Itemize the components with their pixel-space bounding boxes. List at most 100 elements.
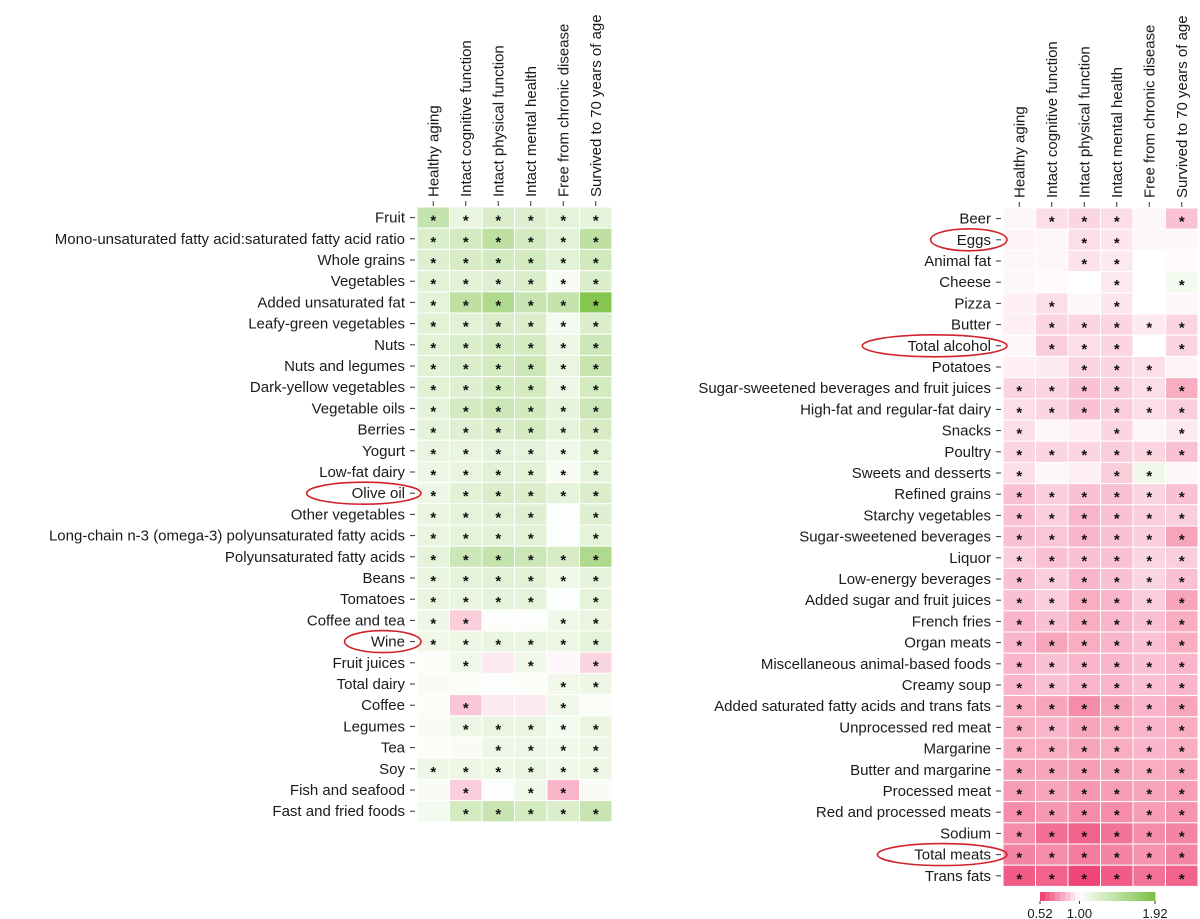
significance-star: * — [593, 637, 599, 654]
heatmap-cell — [416, 672, 450, 696]
row-label: Fast and fried foods — [272, 803, 405, 820]
heatmap-cell — [1132, 271, 1166, 294]
heatmap-cell — [416, 736, 450, 759]
significance-star: * — [528, 785, 534, 802]
row-label: Pizza — [954, 295, 991, 312]
colorbar-swatch — [1125, 892, 1131, 901]
row-label: Low-fat dairy — [319, 464, 405, 481]
heatmap-cell — [1132, 207, 1166, 230]
significance-star: * — [528, 658, 534, 675]
significance-star: * — [1016, 659, 1022, 676]
significance-star: * — [1179, 828, 1185, 845]
colorbar-swatch — [1135, 892, 1141, 901]
heatmap-cell — [416, 715, 450, 738]
significance-star: * — [560, 446, 566, 463]
significance-star: * — [1081, 489, 1087, 506]
colorbar-swatch — [1045, 892, 1051, 901]
row-label: Polyunsaturated fatty acids — [225, 549, 405, 566]
row-label: French fries — [912, 613, 991, 630]
column-label: Free from chronic disease — [555, 24, 572, 197]
significance-star: * — [1114, 298, 1120, 315]
significance-star: * — [1146, 701, 1152, 718]
row-label: Fruit — [375, 210, 406, 227]
significance-star: * — [1081, 595, 1087, 612]
column-label: Survived to 70 years of age — [1174, 15, 1191, 198]
significance-star: * — [560, 361, 566, 378]
heatmap-cell — [1002, 271, 1036, 294]
significance-star: * — [528, 721, 534, 738]
significance-star: * — [1016, 468, 1022, 485]
row-label: Miscellaneous animal-based foods — [761, 656, 991, 673]
significance-star: * — [1016, 447, 1022, 464]
significance-star: * — [593, 658, 599, 675]
significance-star: * — [593, 467, 599, 484]
heatmap-cell — [546, 524, 580, 547]
heatmap-cell — [579, 778, 613, 802]
significance-star: * — [1081, 447, 1087, 464]
significance-star: * — [1179, 277, 1185, 294]
significance-star: * — [1049, 383, 1055, 400]
significance-star: * — [1179, 574, 1185, 591]
significance-star: * — [593, 531, 599, 548]
heatmap-cell — [1067, 461, 1101, 485]
significance-star: * — [1049, 214, 1055, 231]
significance-star: * — [463, 615, 469, 632]
significance-star: * — [1049, 850, 1055, 867]
significance-star: * — [1049, 871, 1055, 888]
significance-star: * — [1114, 235, 1120, 252]
significance-star: * — [528, 276, 534, 293]
significance-star: * — [1049, 298, 1055, 315]
significance-star: * — [495, 743, 501, 760]
significance-star: * — [1114, 659, 1120, 676]
row-label: Total meats — [914, 847, 991, 864]
significance-star: * — [1049, 659, 1055, 676]
significance-star: * — [430, 615, 436, 632]
significance-star: * — [430, 764, 436, 781]
row-label: Red and processed meats — [816, 804, 991, 821]
significance-star: * — [1146, 447, 1152, 464]
significance-star: * — [1114, 426, 1120, 443]
heatmap-cell — [1035, 419, 1069, 442]
heatmap-cell — [514, 672, 548, 696]
heatmap-cell — [579, 694, 613, 717]
significance-star: * — [1114, 638, 1120, 655]
significance-star: * — [1016, 553, 1022, 570]
significance-star: * — [593, 297, 599, 314]
significance-star: * — [495, 806, 501, 823]
column-label: Intact physical function — [1076, 46, 1093, 198]
significance-star: * — [430, 425, 436, 442]
significance-star: * — [463, 403, 469, 420]
significance-star: * — [1114, 489, 1120, 506]
significance-star: * — [528, 361, 534, 378]
column-label: Survived to 70 years of age — [588, 14, 605, 197]
significance-star: * — [528, 255, 534, 272]
significance-star: * — [430, 446, 436, 463]
significance-star: * — [1114, 722, 1120, 739]
row-label: Added sugar and fruit juices — [805, 592, 991, 609]
significance-star: * — [1114, 553, 1120, 570]
significance-star: * — [1114, 447, 1120, 464]
significance-star: * — [560, 297, 566, 314]
significance-star: * — [528, 467, 534, 484]
row-label: Legumes — [343, 718, 405, 735]
significance-star: * — [560, 488, 566, 505]
significance-star: * — [430, 361, 436, 378]
significance-star: * — [1146, 468, 1152, 485]
significance-star: * — [528, 509, 534, 526]
significance-star: * — [1146, 489, 1152, 506]
significance-star: * — [593, 552, 599, 569]
significance-star: * — [1146, 616, 1152, 633]
significance-star: * — [463, 234, 469, 251]
significance-star: * — [463, 594, 469, 611]
significance-star: * — [495, 509, 501, 526]
significance-star: * — [1114, 256, 1120, 273]
heatmap-right: Healthy aging Intact cognitive function In… — [698, 15, 1199, 888]
colorbar: 0.52 1.00 1.92 — [1027, 892, 1168, 919]
significance-star: * — [430, 276, 436, 293]
significance-star: * — [1081, 510, 1087, 527]
significance-star: * — [1081, 616, 1087, 633]
significance-star: * — [1081, 680, 1087, 697]
row-label: Wine — [371, 634, 405, 651]
significance-star: * — [593, 319, 599, 336]
